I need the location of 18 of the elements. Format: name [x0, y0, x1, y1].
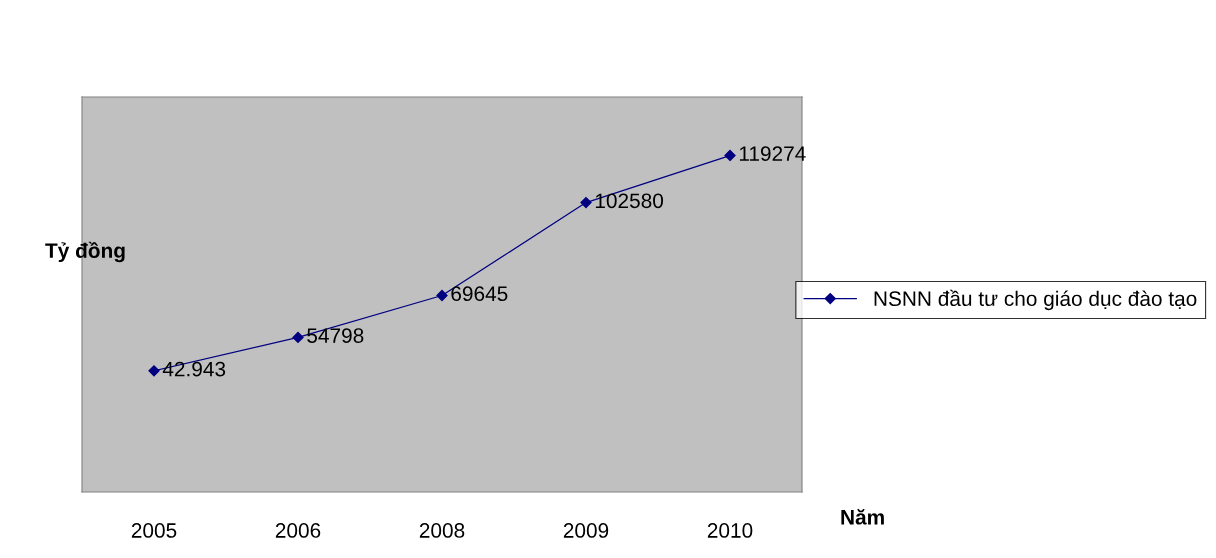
data-label: 102580: [595, 193, 664, 209]
data-label: 42.943: [162, 361, 226, 377]
point: [436, 289, 448, 302]
x-tick-label: 2008: [419, 523, 465, 538]
data-label: 54798: [307, 328, 364, 343]
data-label: 69645: [451, 286, 508, 302]
data-label: 119274: [739, 146, 806, 162]
point: [292, 331, 304, 343]
x-tick-label: 2005: [131, 523, 177, 538]
point: [724, 149, 736, 162]
legend-label: NSNN đầu tư cho giáo dục đào tạo: [874, 289, 1197, 311]
x-tick-label: 2010: [707, 523, 753, 538]
x-axis-title: Năm: [841, 509, 884, 525]
x-tick-label: 2006: [275, 523, 321, 538]
point: [580, 196, 592, 209]
x-tick-label: 2009: [563, 523, 609, 538]
y-axis-title: Tỷ đồng: [45, 241, 125, 263]
point: [148, 365, 160, 377]
